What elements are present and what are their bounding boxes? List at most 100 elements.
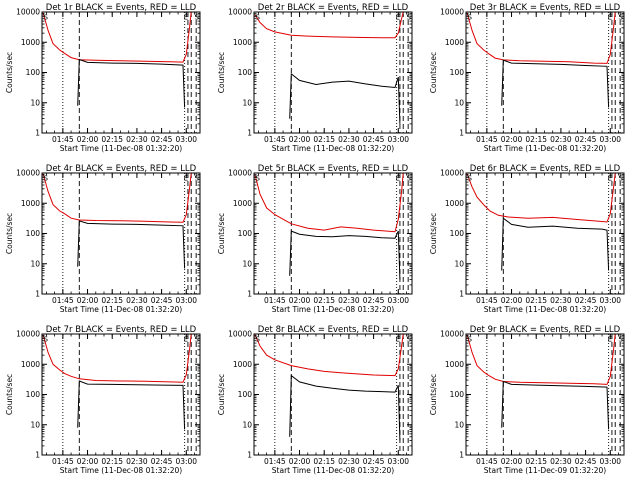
x-tick-label: 01:45 bbox=[52, 296, 74, 305]
x-axis-label: Start Time (11-Dec-08 01:32:20) bbox=[272, 144, 394, 153]
x-tick-label: 03:00 bbox=[175, 135, 197, 144]
panel-det-7: Det 7r BLACK = Events, RED = LLD 1 10 100 10… bbox=[5, 325, 201, 475]
x-tick-label: 02:15 bbox=[101, 135, 123, 144]
panel-title: Det 4r BLACK = Events, RED = LLD bbox=[46, 164, 197, 174]
x-axis-label: Start Time (11-Dec-09 01:32:20) bbox=[484, 466, 606, 475]
series-events bbox=[289, 72, 401, 124]
panel-det-2: Det 2r BLACK = Events, RED = LLD 1 10 100 10… bbox=[217, 3, 413, 153]
panel-det-3: Det 3r BLACK = Events, RED = LLD 1 10 100 10… bbox=[429, 3, 625, 153]
x-tick-label: 02:30 bbox=[126, 296, 148, 305]
panel-det-8: Det 8r BLACK = Events, RED = LLD 1 10 100 10… bbox=[217, 325, 413, 475]
x-tick-label: 02:30 bbox=[550, 135, 572, 144]
series-events bbox=[501, 59, 610, 108]
plot-frame bbox=[465, 11, 625, 134]
x-tick-label: 03:00 bbox=[387, 457, 409, 466]
x-tick-label: 02:00 bbox=[289, 296, 311, 305]
x-tick-label: 02:00 bbox=[77, 296, 99, 305]
x-tick-label: 01:45 bbox=[52, 135, 74, 144]
x-tick-label: 01:45 bbox=[476, 296, 498, 305]
y-tick-label: 100 bbox=[26, 68, 41, 77]
x-tick-label: 02:45 bbox=[363, 135, 385, 144]
plot-frame bbox=[465, 333, 625, 456]
corner-label-start: S bbox=[407, 14, 412, 22]
x-tick-label: 02:30 bbox=[338, 135, 360, 144]
y-tick-label: 1000 bbox=[233, 360, 252, 369]
x-tick-label: 02:15 bbox=[313, 457, 335, 466]
panel-det-1: Det 1r BLACK = Events, RED = LLD 1 10 100 10… bbox=[5, 3, 201, 153]
x-tick-label: 02:00 bbox=[501, 296, 523, 305]
x-tick-label: 02:45 bbox=[363, 457, 385, 466]
corner-label-start: S bbox=[195, 336, 200, 344]
panel-det-9: Det 9r BLACK = Events, RED = LLD 1 10 100 10… bbox=[429, 325, 625, 475]
y-tick-label: 1000 bbox=[445, 360, 464, 369]
y-axis-label: Counts/sec bbox=[429, 213, 438, 254]
y-tick-label: 10 bbox=[242, 420, 252, 429]
x-tick-label: 02:30 bbox=[550, 457, 572, 466]
panel-det-5: Det 5r BLACK = Events, RED = LLD 1 10 100 10… bbox=[217, 164, 413, 314]
x-tick-label: 02:30 bbox=[126, 457, 148, 466]
panel-title: Det 9r BLACK = Events, RED = LLD bbox=[470, 325, 621, 335]
corner-label-end: E bbox=[184, 336, 188, 344]
corner-label-start: S bbox=[44, 336, 49, 344]
series-events bbox=[77, 58, 186, 108]
corner-label-end: E bbox=[184, 175, 188, 183]
y-tick-label: 10000 bbox=[16, 330, 40, 339]
series-lld bbox=[254, 173, 404, 233]
panel-title: Det 2r BLACK = Events, RED = LLD bbox=[258, 3, 409, 13]
y-tick-label: 1000 bbox=[21, 199, 40, 208]
series-lld bbox=[254, 12, 404, 39]
y-tick-label: 1 bbox=[459, 290, 464, 299]
y-tick-label: 100 bbox=[238, 68, 253, 77]
corner-label-end: E bbox=[396, 14, 400, 22]
series-events bbox=[501, 380, 610, 430]
y-tick-label: 1 bbox=[459, 451, 464, 460]
corner-label-start: S bbox=[407, 336, 412, 344]
panel-title: Det 1r BLACK = Events, RED = LLD bbox=[46, 3, 197, 13]
y-tick-label: 1000 bbox=[233, 38, 252, 47]
corner-label-start: S bbox=[44, 175, 49, 183]
y-tick-label: 1 bbox=[247, 290, 252, 299]
y-tick-label: 10000 bbox=[440, 169, 464, 178]
y-tick-label: 1000 bbox=[21, 360, 40, 369]
corner-label-end: E bbox=[396, 336, 400, 344]
x-tick-label: 02:15 bbox=[313, 135, 335, 144]
x-tick-label: 02:30 bbox=[550, 296, 572, 305]
corner-label-start: S bbox=[619, 336, 624, 344]
x-axis-label: Start Time (11-Dec-08 01:32:20) bbox=[484, 144, 606, 153]
x-tick-label: 01:45 bbox=[264, 296, 286, 305]
y-tick-label: 10 bbox=[242, 98, 252, 107]
y-axis-label: Counts/sec bbox=[5, 213, 14, 254]
x-tick-label: 03:00 bbox=[387, 135, 409, 144]
x-tick-label: 02:15 bbox=[525, 296, 547, 305]
series-events bbox=[77, 380, 186, 430]
x-tick-label: 02:45 bbox=[575, 296, 597, 305]
y-tick-label: 10 bbox=[30, 420, 40, 429]
corner-label-end: E bbox=[608, 14, 612, 22]
corner-label-start: S bbox=[619, 14, 624, 22]
x-tick-label: 01:45 bbox=[264, 135, 286, 144]
x-axis-label: Start Time (11-Dec-08 01:32:20) bbox=[60, 466, 182, 475]
series-lld bbox=[42, 173, 192, 223]
y-tick-label: 1000 bbox=[21, 38, 40, 47]
y-tick-label: 10000 bbox=[440, 330, 464, 339]
x-tick-label: 03:00 bbox=[387, 296, 409, 305]
y-tick-label: 1 bbox=[247, 451, 252, 460]
x-tick-label: 02:45 bbox=[575, 457, 597, 466]
x-tick-label: 02:15 bbox=[101, 296, 123, 305]
y-axis-label: Counts/sec bbox=[5, 374, 14, 415]
series-lld bbox=[42, 12, 192, 63]
x-tick-label: 02:15 bbox=[525, 135, 547, 144]
corner-label-start: S bbox=[468, 14, 473, 22]
y-tick-label: 10 bbox=[454, 259, 464, 268]
y-tick-label: 100 bbox=[450, 390, 465, 399]
panel-title: Det 6r BLACK = Events, RED = LLD bbox=[470, 164, 621, 174]
x-tick-label: 03:00 bbox=[599, 296, 621, 305]
corner-label-end: E bbox=[608, 175, 612, 183]
series-events bbox=[501, 217, 610, 271]
x-tick-label: 02:00 bbox=[77, 457, 99, 466]
x-tick-label: 02:15 bbox=[525, 457, 547, 466]
y-axis-label: Counts/sec bbox=[429, 52, 438, 93]
series-lld bbox=[254, 334, 404, 377]
y-tick-label: 10000 bbox=[440, 8, 464, 17]
